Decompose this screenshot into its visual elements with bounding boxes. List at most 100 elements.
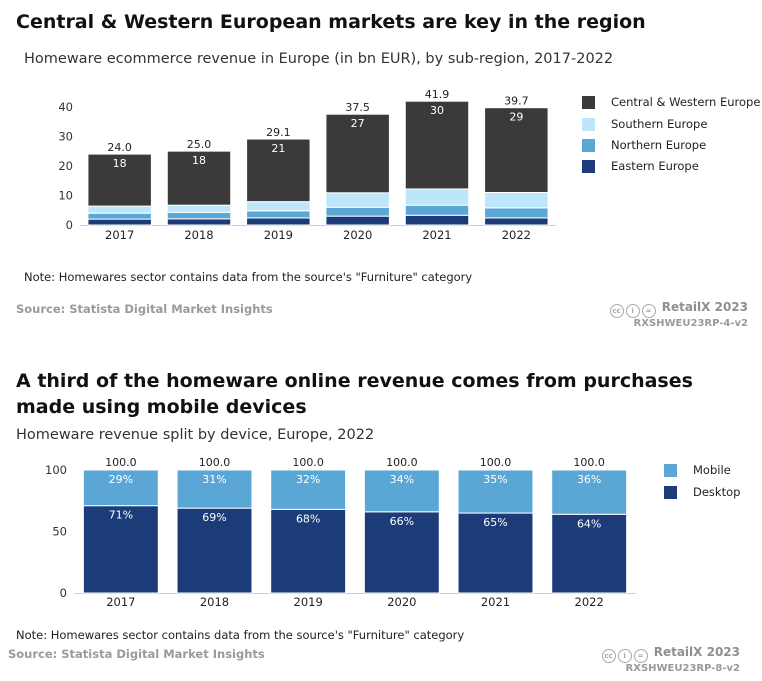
- chart2-total-label: 100.0: [573, 456, 605, 469]
- chart2-data-label: 32%: [296, 473, 320, 486]
- chart2-xtick-label: 2020: [387, 595, 416, 609]
- legend1-swatch-central-western: [582, 95, 595, 109]
- chart2-data-label: 68%: [296, 512, 320, 525]
- chart1-total-label: 24.0: [107, 141, 132, 154]
- legend2-swatch-mobile: [664, 463, 677, 477]
- chart2-total-label: 100.0: [105, 456, 137, 469]
- chart1-title: Central & Western European markets are k…: [16, 11, 646, 33]
- chart1-ytick-label: 0: [66, 218, 73, 232]
- legend1-label-southern: Southern Europe: [611, 117, 708, 131]
- chart1-bar-segment: [87, 212, 152, 220]
- chart2-xtick-label: 2017: [106, 595, 135, 609]
- by-icon: i: [625, 304, 640, 318]
- chart1-bar-segment: [484, 192, 549, 209]
- chart2-bar-segment: [82, 505, 159, 594]
- chart1-data-label: 30: [430, 104, 444, 117]
- chart1-total-label: 39.7: [504, 95, 529, 108]
- cc-icon-2: cc: [601, 649, 616, 663]
- chart1-xtick-label: 2020: [343, 228, 372, 242]
- chart1-xtick-label: 2019: [264, 228, 293, 242]
- chart2-total-label: 100.0: [386, 456, 418, 469]
- chart1-data-label: 27: [351, 117, 365, 130]
- chart2-bar-segment: [176, 469, 253, 509]
- legend2-swatch-desktop: [664, 485, 677, 499]
- chart2-total-label: 100.0: [292, 456, 324, 469]
- chart1-bar-segment: [166, 150, 232, 206]
- legend2-label-desktop: Desktop: [693, 485, 741, 499]
- legend1-swatch-northern: [582, 138, 595, 152]
- chart2-title: A third of the homeware online revenue c…: [16, 370, 693, 418]
- chart2-plot: 0 50 100 71% 29% 100.0 2017 69% 31% 100.0 2018 68% 3…: [45, 456, 636, 609]
- chart2-note: Note: Homewares sector contains data fro…: [16, 628, 465, 642]
- chart1-report-id: RXSHWEU23RP-4-v2: [633, 318, 748, 329]
- chart1-bar-segment: [325, 206, 390, 217]
- chart2-source: Source: Statista Digital Market Insights: [8, 647, 265, 661]
- legend1-swatch-eastern: [582, 159, 595, 173]
- chart1-bar-segment: [404, 204, 470, 216]
- chart2-bar-segment: [363, 511, 440, 594]
- chart1-data-label: 21: [271, 142, 285, 155]
- chart2-data-label: 34%: [390, 473, 414, 486]
- chart2-brand: cc i = RetailX 2023: [601, 645, 740, 663]
- chart1-total-label: 41.9: [425, 88, 450, 101]
- legend1-label-central-western: Central & Western Europe: [611, 95, 761, 109]
- chart1-bar-segment: [166, 218, 232, 226]
- chart1-data-label: 18: [113, 157, 127, 170]
- legend1-label-eastern: Eastern Europe: [611, 159, 699, 173]
- chart1-data-label: 18: [192, 154, 206, 167]
- chart1-bar-segment: [246, 138, 311, 203]
- chart2-bar-segment: [363, 469, 440, 513]
- chart2-data-label: 71%: [109, 509, 133, 522]
- legend1-item-central-western: Central & Western Europe: [582, 95, 760, 109]
- chart2-subtitle: Homeware revenue split by device, Europe…: [16, 427, 375, 443]
- legend1-item-southern: Southern Europe: [582, 117, 707, 131]
- chart1-xtick-label: 2018: [184, 228, 213, 242]
- chart1-bar-segment: [87, 218, 152, 226]
- chart1-xtick-label: 2021: [422, 228, 451, 242]
- chart1-ytick-label: 20: [58, 159, 73, 173]
- chart2-brand-label: RetailX 2023: [653, 645, 740, 659]
- chart1-xtick-label: 2022: [502, 228, 531, 242]
- legend1-label-northern: Northern Europe: [611, 138, 707, 152]
- chart1-plot: 0 10 20 30 40 24.0 18 2017 25.0 18 2018 29.1 21 2019 3…: [58, 88, 556, 242]
- chart2-data-label: 35%: [483, 473, 507, 486]
- legend2-item-desktop: Desktop: [664, 485, 740, 499]
- chart2-data-label: 31%: [202, 473, 226, 486]
- chart1-data-label: 29: [509, 111, 523, 124]
- chart2-data-label: 66%: [390, 515, 414, 528]
- chart2-xtick-label: 2021: [481, 595, 510, 609]
- chart2-data-label: 36%: [577, 473, 601, 486]
- chart2-bar-segment: [457, 469, 534, 514]
- chart1-brand: cc i = RetailX 2023: [609, 300, 748, 318]
- chart1-total-label: 25.0: [187, 138, 212, 151]
- chart1-bar-segment: [484, 207, 549, 219]
- chart2-xtick-label: 2018: [200, 595, 229, 609]
- chart1-bar-segment: [87, 205, 152, 214]
- chart1-bar-segment: [246, 210, 311, 219]
- chart1-bar-segment: [484, 217, 549, 226]
- chart1-bar-segment: [404, 188, 470, 206]
- legend2-label-mobile: Mobile: [693, 463, 731, 477]
- chart2-xtick-label: 2019: [294, 595, 323, 609]
- chart1-bar-segment: [325, 215, 390, 226]
- chart1-bar-segment: [484, 107, 549, 194]
- chart2-bar-segment: [270, 508, 347, 594]
- chart2-ytick-label: 100: [45, 463, 67, 477]
- chart2-bar-segment: [551, 469, 628, 515]
- legend1-item-eastern: Eastern Europe: [582, 159, 699, 173]
- legend1-item-northern: Northern Europe: [582, 138, 706, 152]
- nd-icon-2: =: [633, 649, 648, 663]
- chart2-bar-segment: [176, 507, 253, 594]
- chart1-bar-segment: [166, 211, 232, 220]
- cc-icon: cc: [609, 304, 624, 318]
- chart1-brand-label: RetailX 2023: [661, 300, 748, 314]
- chart2-bar-segment: [82, 469, 159, 507]
- legend1-swatch-southern: [582, 117, 595, 131]
- chart1-xtick-label: 2017: [105, 228, 134, 242]
- chart1-subtitle: Homeware ecommerce revenue in Europe (in…: [24, 51, 614, 67]
- chart1-bar-segment: [87, 153, 152, 207]
- chart1-total-label: 37.5: [345, 101, 370, 114]
- chart1-bar-segment: [325, 192, 390, 208]
- chart1-bar-segment: [404, 100, 470, 190]
- chart2-bar-segment: [457, 512, 534, 594]
